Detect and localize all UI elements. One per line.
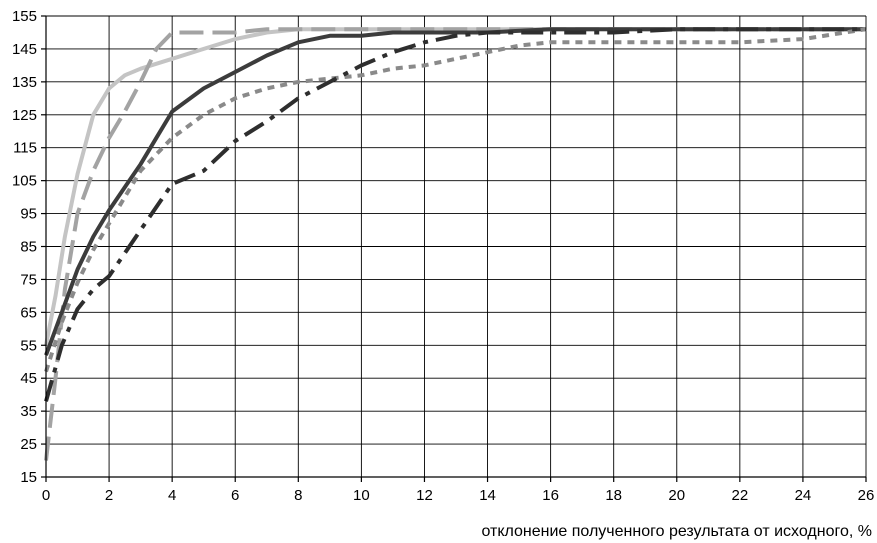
axes <box>41 15 867 482</box>
x-tick-label: 12 <box>416 487 433 504</box>
y-tick-label: 65 <box>20 304 37 321</box>
x-axis-title: отклонение полученного результата от исх… <box>481 523 872 540</box>
y-tick-label: 115 <box>13 140 37 157</box>
y-tick-label: 25 <box>20 436 37 453</box>
x-tick-label: 18 <box>605 487 622 504</box>
y-tick-label: 125 <box>12 107 37 124</box>
x-tick-label: 20 <box>668 487 685 504</box>
y-tick-label: 85 <box>20 239 37 256</box>
y-tick-label: 135 <box>12 74 37 91</box>
x-tick-label: 2 <box>105 487 113 504</box>
y-tick-label: 145 <box>12 41 37 58</box>
y-tick-label: 55 <box>20 337 37 354</box>
series-line-2 <box>44 27 866 461</box>
y-tick-label: 75 <box>20 271 37 288</box>
series-lines <box>44 27 867 461</box>
y-tick-label: 105 <box>12 173 37 190</box>
series-line-4 <box>44 27 867 373</box>
series-line-3 <box>44 27 866 356</box>
y-tick-label: 35 <box>20 403 37 420</box>
x-tick-label: 24 <box>795 487 812 504</box>
gridlines <box>45 15 867 478</box>
x-tick-labels: 0 2 4 6 8 10 12 14 16 18 20 22 24 26 <box>42 487 875 504</box>
x-tick-label: 8 <box>294 487 302 504</box>
x-tick-label: 26 <box>858 487 875 504</box>
y-tick-label: 95 <box>20 206 37 223</box>
y-tick-label: 15 <box>20 469 37 486</box>
x-tick-label: 22 <box>732 487 749 504</box>
x-tick-label: 14 <box>479 487 496 504</box>
x-tick-label: 6 <box>231 487 239 504</box>
y-tick-labels: 15 25 35 45 55 65 75 85 95 105 115 125 135 145 155 <box>12 8 37 486</box>
series-line-5 <box>44 27 866 402</box>
x-tick-label: 16 <box>542 487 559 504</box>
x-tick-label: 10 <box>353 487 370 504</box>
x-tick-label: 4 <box>168 487 176 504</box>
y-tick-label: 155 <box>12 8 37 25</box>
y-tick-label: 45 <box>20 370 37 387</box>
x-tick-label: 0 <box>42 487 50 504</box>
